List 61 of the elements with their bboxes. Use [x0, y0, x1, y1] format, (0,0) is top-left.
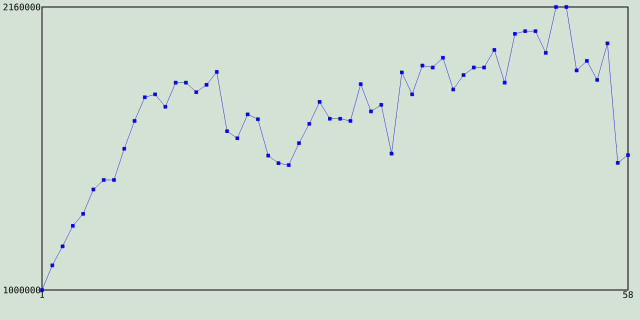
point: [410, 92, 414, 96]
point: [544, 51, 548, 55]
point: [174, 80, 178, 84]
x-tick-label: 58: [623, 291, 633, 298]
point: [153, 92, 157, 96]
point: [112, 178, 116, 182]
point: [328, 116, 332, 121]
point: [297, 141, 301, 145]
point: [246, 112, 250, 116]
point: [338, 116, 342, 121]
point: [225, 129, 229, 133]
point: [132, 119, 136, 123]
point: [308, 122, 312, 126]
point: [204, 83, 208, 87]
point: [286, 163, 291, 167]
point: [502, 80, 506, 84]
point: [523, 29, 527, 33]
point: [379, 103, 384, 107]
point: [276, 161, 280, 165]
point: [513, 32, 517, 36]
point: [236, 136, 240, 140]
point: [626, 153, 630, 157]
point: [482, 66, 486, 70]
point: [472, 66, 476, 70]
point: [400, 70, 404, 74]
point: [214, 70, 219, 74]
point: [348, 119, 352, 123]
point: [102, 178, 106, 182]
point: [71, 224, 75, 228]
point: [492, 48, 496, 52]
point: [143, 95, 147, 100]
point: [420, 64, 424, 68]
point: [318, 100, 322, 104]
point: [554, 5, 558, 9]
point: [60, 244, 64, 248]
point: [462, 73, 466, 77]
point: [585, 59, 589, 63]
point: [534, 29, 538, 33]
point: [369, 110, 373, 114]
point: [564, 5, 568, 9]
y-tick-label: 1000000: [4, 286, 40, 294]
point: [358, 82, 363, 86]
point: [430, 66, 434, 70]
point: [606, 42, 610, 46]
point: [92, 188, 96, 192]
point: [81, 212, 85, 216]
point: [122, 146, 126, 151]
point: [616, 161, 620, 165]
point: [184, 80, 188, 84]
point: [390, 152, 394, 156]
point: [194, 90, 198, 94]
point: [164, 104, 168, 109]
y-tick-label: 2160000: [4, 4, 40, 10]
point: [595, 78, 599, 82]
point: [256, 117, 260, 122]
point: [266, 154, 270, 158]
point: [451, 88, 456, 92]
point: [574, 68, 578, 72]
point: [441, 56, 445, 60]
point: [50, 264, 54, 268]
x-tick-label: 1: [40, 291, 44, 298]
